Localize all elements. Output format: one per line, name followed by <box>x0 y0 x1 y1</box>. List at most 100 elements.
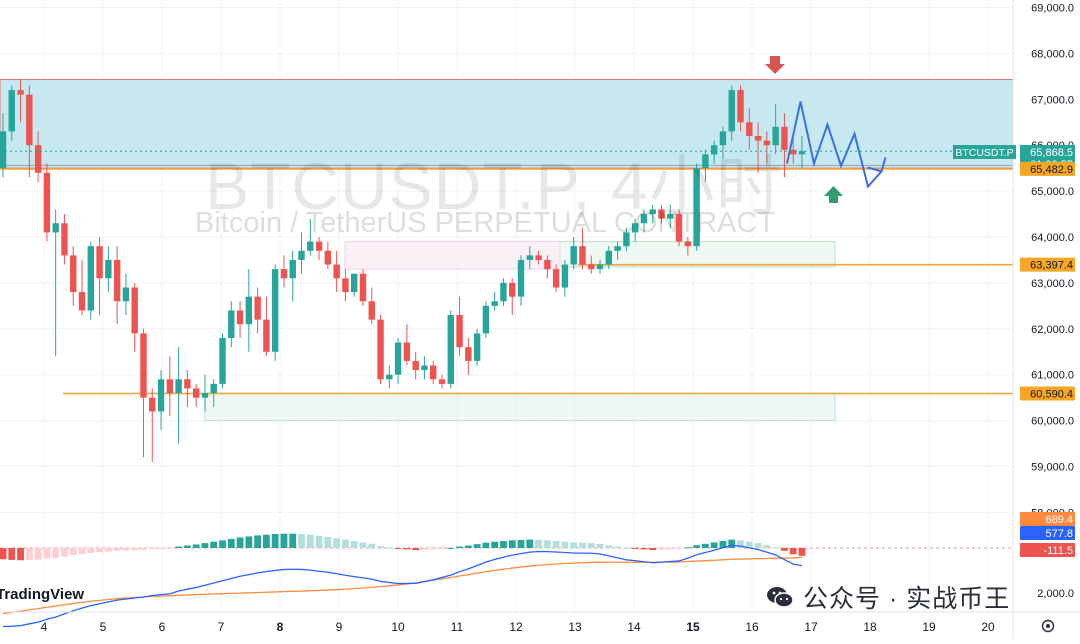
candle-body <box>175 379 182 394</box>
candle-body <box>192 388 200 398</box>
candle-body <box>491 301 498 306</box>
candle-body <box>588 264 595 270</box>
x-tick-label: 16 <box>745 620 759 634</box>
candle-body <box>465 347 472 361</box>
x-tick-label: 18 <box>863 620 877 634</box>
macd-histogram-bar <box>131 548 139 551</box>
candle-body <box>693 168 700 247</box>
level-price-tag: 60,590.4 <box>1030 389 1073 401</box>
macd-histogram-bar <box>596 543 604 548</box>
candle-body <box>245 296 253 325</box>
candle-body <box>631 223 639 233</box>
macd-histogram-bar <box>25 548 33 560</box>
macd-histogram-bar <box>78 548 86 554</box>
candle-body <box>52 223 59 233</box>
macd-histogram-bar <box>403 548 411 550</box>
macd-line <box>2 544 803 628</box>
y-tick-label: 59,000.0 <box>1031 462 1074 474</box>
candle-body <box>8 90 15 132</box>
candle-body <box>219 337 226 384</box>
macd-histogram-bar <box>298 534 305 548</box>
candle-body <box>500 282 507 302</box>
macd-histogram-bar <box>192 544 200 548</box>
macd-histogram-bar <box>359 542 367 548</box>
candle-body <box>210 383 217 394</box>
macd-histogram-bar <box>421 548 428 550</box>
candle-body <box>70 255 77 293</box>
macd-histogram-bar <box>789 548 797 555</box>
candle-body <box>421 365 428 371</box>
candle-body <box>201 393 209 398</box>
macd-histogram-bar <box>96 548 103 553</box>
macd-histogram-bar <box>508 540 516 548</box>
macd-histogram-bar <box>69 548 77 555</box>
macd-histogram-bar <box>728 539 736 548</box>
macd-signal-tag-bg <box>1020 512 1075 526</box>
candle-body <box>324 250 332 265</box>
y-tick-label: 60,000.0 <box>1031 416 1074 428</box>
macd-histogram-bar <box>350 541 358 548</box>
macd-histogram-bar <box>605 545 613 548</box>
settings-icon[interactable] <box>1040 618 1056 634</box>
macd-histogram-bar <box>719 541 727 548</box>
candle-body <box>667 214 674 219</box>
tradingview-logo[interactable]: TradingView <box>0 586 84 603</box>
y-tick-label: 67,000.0 <box>1031 94 1074 106</box>
candle-body <box>535 255 542 260</box>
candle-body <box>544 259 551 270</box>
candle-body <box>166 379 174 394</box>
macd-histogram-bar <box>570 542 578 548</box>
candle-body <box>78 292 86 311</box>
macd-histogram-bar <box>702 543 709 548</box>
macd-value-tag: 577.8 <box>1045 528 1073 540</box>
candle-body <box>122 287 130 302</box>
macd-histogram-bar <box>491 541 499 548</box>
macd-histogram-bar <box>17 548 24 561</box>
y-tick-label: 62,000.0 <box>1031 324 1074 336</box>
macd-histogram-bar <box>622 548 630 549</box>
candle-body <box>509 282 516 297</box>
macd-histogram <box>0 533 806 561</box>
macd-histogram-bar <box>166 548 174 549</box>
x-tick-label: 10 <box>391 620 405 634</box>
candle-body <box>236 310 244 325</box>
macd-histogram-bar <box>245 536 253 548</box>
macd-histogram-bar <box>614 546 621 548</box>
macd-histogram-bar <box>640 548 648 550</box>
symbol-label: BTCUSDT.P <box>955 147 1013 159</box>
tradingview-logo-text: TradingView <box>0 586 85 603</box>
candle-body <box>289 259 296 279</box>
macd-histogram-bar <box>8 548 16 560</box>
macd-histogram-bar <box>587 543 595 548</box>
macd-histogram-bar <box>464 545 472 548</box>
macd-histogram-bar <box>175 546 182 548</box>
macd-histogram-bar <box>772 547 780 549</box>
macd-histogram-bar <box>271 534 279 548</box>
x-tick-label: 9 <box>336 620 343 634</box>
macd-histogram-bar <box>517 539 525 548</box>
macd-histogram-bar <box>473 544 481 548</box>
macd-histogram-bar <box>710 542 718 548</box>
macd-histogram-bar <box>482 542 490 548</box>
x-tick-label: 20 <box>981 620 995 634</box>
candle-body <box>430 365 437 380</box>
candle-body <box>790 149 797 155</box>
candle-body <box>359 273 367 302</box>
macd-histogram-bar <box>61 548 68 557</box>
candle-body <box>113 259 121 302</box>
candle-body <box>728 90 735 132</box>
candle-body <box>526 255 533 260</box>
candle-body <box>254 296 261 320</box>
macd-histogram-bar <box>104 548 112 552</box>
macd-histogram-bar <box>122 548 130 551</box>
candle-body <box>271 269 279 352</box>
candle-body <box>368 301 375 320</box>
macd-histogram-bar <box>280 533 288 548</box>
x-tick-label: 11 <box>451 620 464 634</box>
macd-histogram-bar <box>157 548 165 549</box>
candle-body <box>386 374 393 380</box>
candle-body <box>754 136 762 141</box>
macd-histogram-bar <box>148 548 156 550</box>
